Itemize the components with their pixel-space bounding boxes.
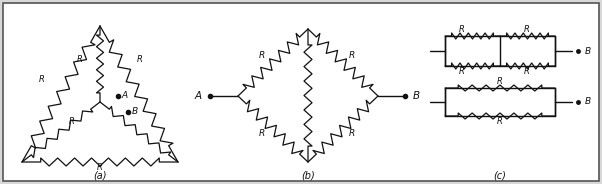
Text: B: B (132, 107, 138, 116)
Text: R: R (524, 26, 530, 35)
Text: R: R (137, 54, 143, 63)
Text: R: R (349, 130, 355, 139)
Text: R: R (349, 52, 355, 61)
Text: R: R (259, 52, 265, 61)
Text: (a): (a) (93, 171, 107, 181)
Text: R: R (39, 75, 45, 84)
Text: R: R (524, 68, 530, 77)
Text: R: R (459, 68, 465, 77)
Text: B: B (413, 91, 420, 101)
Text: R: R (69, 118, 75, 127)
Text: R: R (259, 130, 265, 139)
Text: R: R (77, 54, 83, 63)
Text: B: B (585, 47, 591, 56)
Text: R: R (497, 77, 503, 86)
Text: (c): (c) (494, 171, 506, 181)
Text: (b): (b) (301, 171, 315, 181)
Text: R: R (97, 164, 103, 173)
Text: R: R (497, 118, 503, 127)
Text: R: R (459, 26, 465, 35)
FancyBboxPatch shape (3, 3, 599, 181)
Text: A: A (122, 91, 128, 100)
Text: A: A (195, 91, 202, 101)
Text: B: B (585, 98, 591, 107)
